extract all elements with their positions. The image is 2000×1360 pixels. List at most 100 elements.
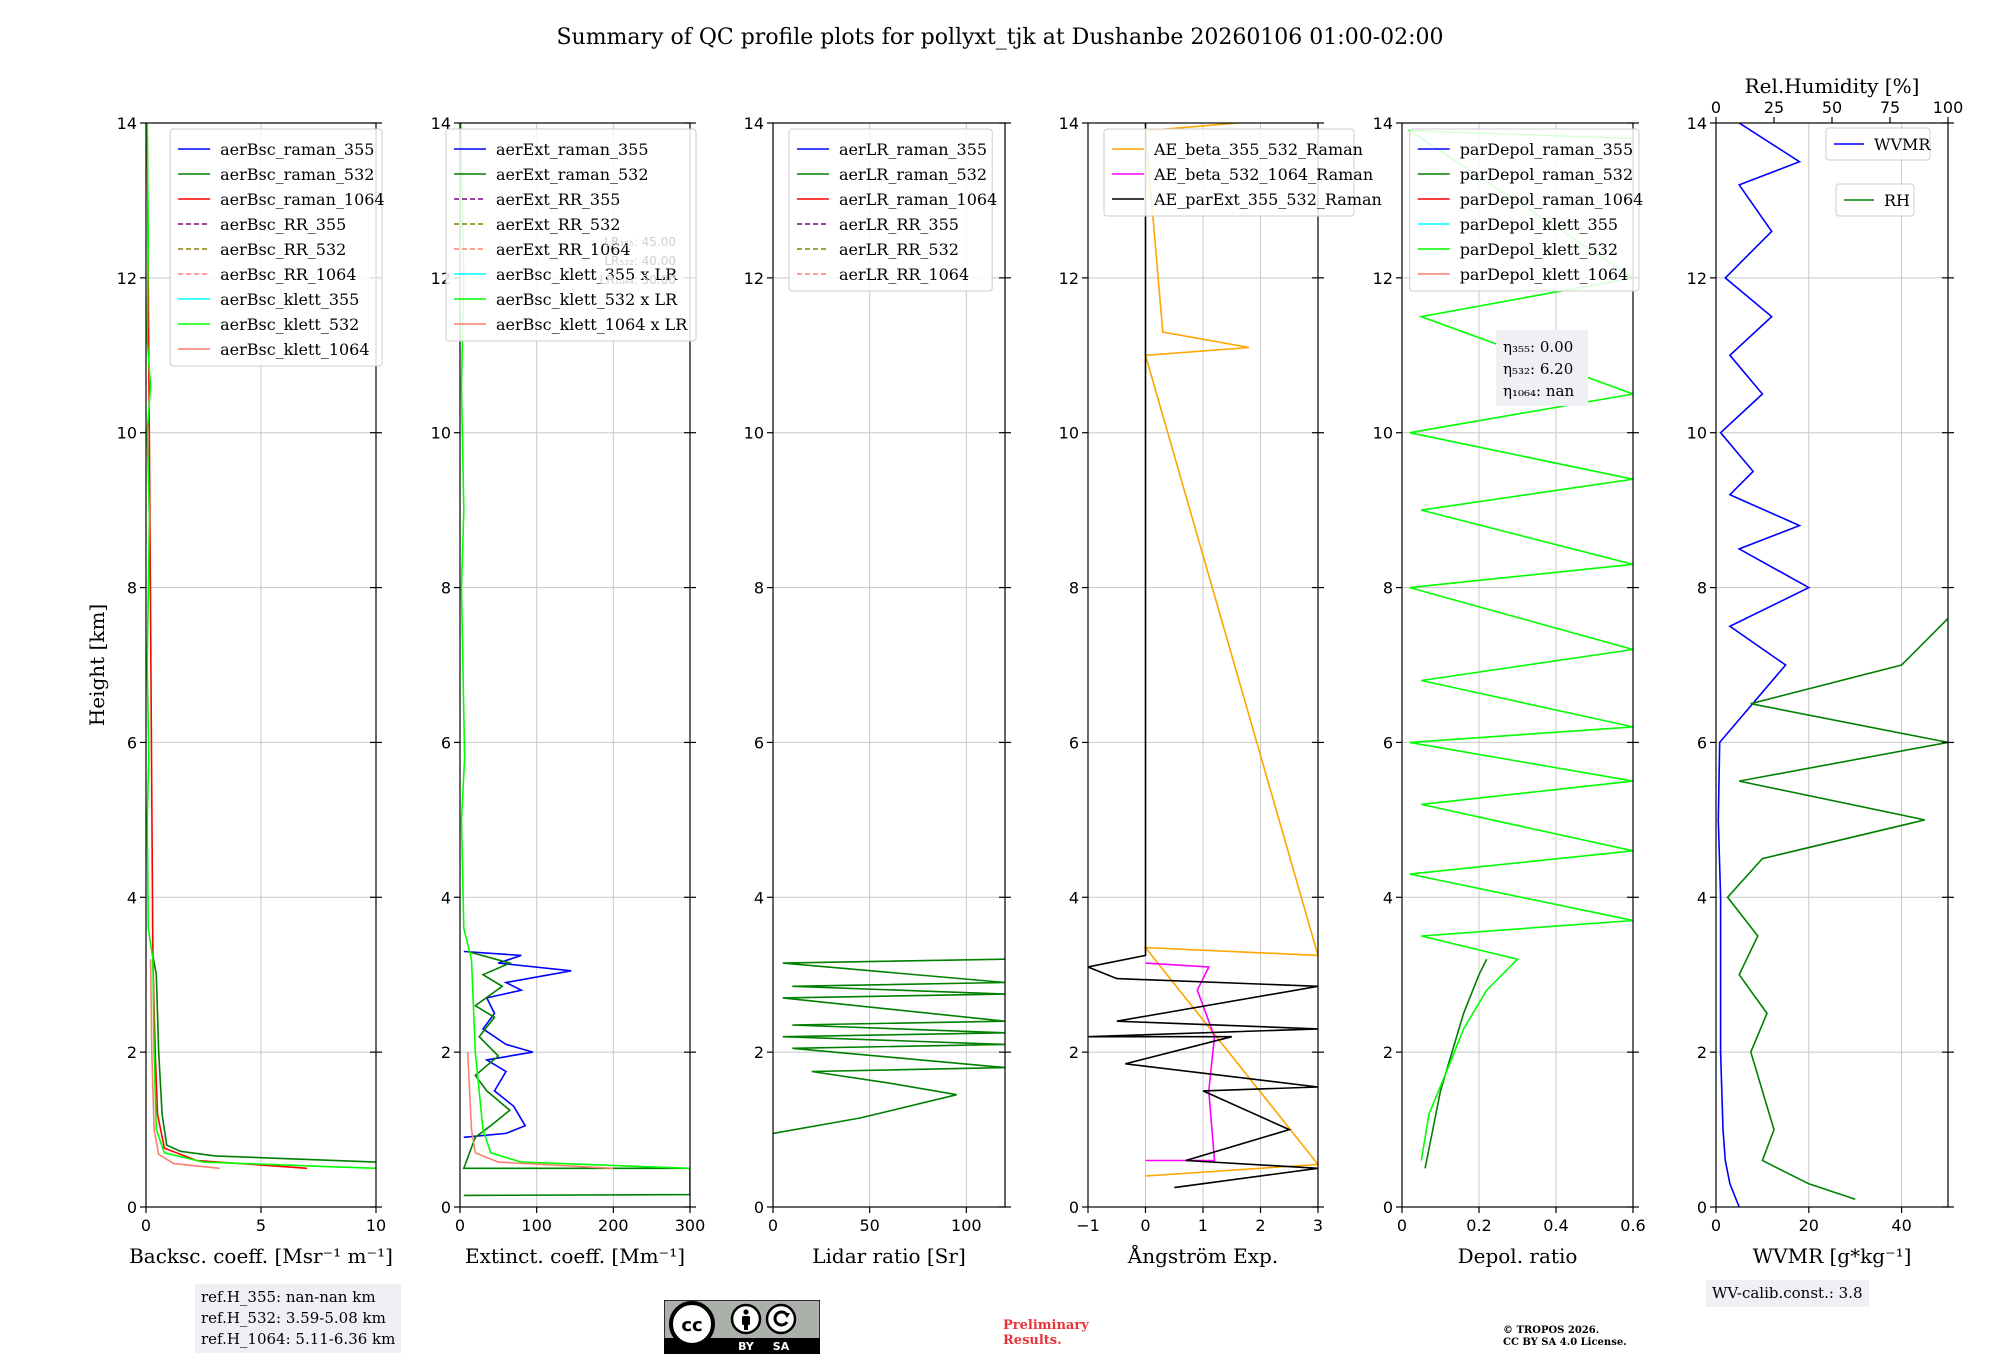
legend-label: aerLR_raman_532 xyxy=(839,165,987,184)
x-tick-label: 0 xyxy=(455,1216,465,1235)
top-x-tick-label: 0 xyxy=(1711,98,1721,117)
preliminary-line-1: Preliminary xyxy=(1003,1318,1089,1333)
y-tick-label: 14 xyxy=(117,114,137,133)
legend-box xyxy=(1103,128,1355,217)
lidar-ratio-annotation: LR₁₀₆₄: 50.00 xyxy=(600,273,676,287)
legend-label: aerBsc_klett_532 x LR xyxy=(496,290,678,309)
series-line-aerBsc_klett_532 xyxy=(146,123,376,1170)
legend-label: RH xyxy=(1884,191,1910,210)
y-tick-label: 4 xyxy=(754,888,764,907)
x-axis-label: Backsc. coeff. [Msr⁻¹ m⁻¹] xyxy=(129,1244,393,1268)
y-tick-label: 10 xyxy=(744,424,764,443)
by-person-icon xyxy=(730,1303,762,1335)
x-tick-label: 0 xyxy=(1397,1216,1407,1235)
cc-logo-icon: cc xyxy=(669,1301,715,1347)
y-tick-label: 6 xyxy=(754,733,764,752)
legend-label: aerBsc_klett_355 xyxy=(220,290,359,309)
x-axis-label: Extinct. coeff. [Mm⁻¹] xyxy=(465,1244,685,1268)
legend-label: aerLR_raman_355 xyxy=(839,140,987,159)
legend-label: aerBsc_klett_1064 x LR xyxy=(496,315,688,334)
y-tick-label: 4 xyxy=(127,888,137,907)
x-tick-label: 50 xyxy=(859,1216,879,1235)
legend-label: aerLR_raman_1064 xyxy=(839,190,997,209)
preliminary-notice: Preliminary Results. xyxy=(1003,1318,1089,1348)
legend-label: WVMR xyxy=(1874,135,1931,154)
series-line-aerBsc_raman_532 xyxy=(152,955,376,1163)
y-tick-label: 10 xyxy=(1687,424,1707,443)
y-tick-label: 8 xyxy=(1383,579,1393,598)
y-tick-label: 2 xyxy=(441,1043,451,1062)
top-x-tick-label: 75 xyxy=(1880,98,1900,117)
legend-label: parDepol_klett_532 xyxy=(1460,240,1618,259)
top-x-tick-label: 25 xyxy=(1764,98,1784,117)
plot-frame xyxy=(459,122,691,1208)
series-group xyxy=(1717,123,1948,1207)
y-tick-label: 0 xyxy=(127,1198,137,1217)
series-line-RH xyxy=(1726,617,1948,1201)
series-group xyxy=(146,123,376,1170)
cc-logo-text: cc xyxy=(681,1315,702,1336)
y-tick-label: 6 xyxy=(1069,733,1079,752)
y-tick-label: 8 xyxy=(1069,579,1079,598)
y-tick-label: 10 xyxy=(1059,424,1079,443)
legend-label: aerLR_RR_1064 xyxy=(839,265,969,284)
reference-height-box: ref.H_355: nan-nan km ref.H_532: 3.59-5.… xyxy=(195,1284,402,1353)
y-tick-label: 8 xyxy=(1697,579,1707,598)
y-tick-label: 10 xyxy=(431,424,451,443)
legend-label: aerBsc_RR_355 xyxy=(220,215,346,234)
figure-title: Summary of QC profile plots for pollyxt_… xyxy=(556,25,1443,50)
preliminary-line-2: Results. xyxy=(1003,1333,1062,1348)
series-line-aerLR_raman_532 xyxy=(773,958,1005,1135)
x-tick-label: 100 xyxy=(521,1216,552,1235)
x-axis-label: WVMR [g*kg⁻¹] xyxy=(1753,1244,1912,1268)
sa-share-icon xyxy=(765,1303,797,1335)
legend-label: AE_beta_355_532_Raman xyxy=(1153,140,1363,159)
lidar-ratio-annotation: LR₃₅₅: 45.00 xyxy=(604,235,676,249)
depol-calibration-annotation: η₅₃₂: 6.20 xyxy=(1503,360,1573,378)
y-tick-label: 14 xyxy=(1687,114,1707,133)
legend-label: aerBsc_RR_532 xyxy=(220,240,346,259)
x-tick-label: −1 xyxy=(1076,1216,1100,1235)
legend-label: parDepol_klett_355 xyxy=(1460,215,1618,234)
y-tick-label: 0 xyxy=(1069,1198,1079,1217)
x-axis-label: Lidar ratio [Sr] xyxy=(812,1244,966,1268)
x-tick-label: 0.4 xyxy=(1543,1216,1568,1235)
y-tick-label: 6 xyxy=(1383,733,1393,752)
y-tick-label: 4 xyxy=(1383,888,1393,907)
ref-h-532: ref.H_532: 3.59-5.08 km xyxy=(201,1309,386,1327)
copyright-line-1: © TROPOS 2026. xyxy=(1503,1325,1600,1336)
lidar-ratio-annotation: LR₅₃₂: 40.00 xyxy=(604,254,676,268)
series-group xyxy=(773,958,1005,1135)
legend-label: aerExt_raman_355 xyxy=(496,140,649,159)
top-x-tick-label: 50 xyxy=(1822,98,1842,117)
legend-label: aerBsc_RR_1064 xyxy=(220,265,356,284)
series-line-WVMR xyxy=(1717,123,1811,1207)
y-tick-label: 10 xyxy=(117,424,137,443)
legend-box xyxy=(1825,127,1931,161)
y-tick-label: 2 xyxy=(127,1043,137,1062)
x-tick-label: 100 xyxy=(951,1216,982,1235)
series-line-AE_beta_355_532_Raman xyxy=(1143,123,1318,1177)
y-tick-label: 12 xyxy=(1687,269,1707,288)
legend-label: aerBsc_raman_532 xyxy=(220,165,374,184)
copyright-notice: © TROPOS 2026. CC BY SA 4.0 License. xyxy=(1503,1325,1627,1349)
series-line-aerExt_raman_532 xyxy=(462,950,690,1197)
y-tick-label: 0 xyxy=(441,1198,451,1217)
y-tick-label: 8 xyxy=(127,579,137,598)
legend-label: aerBsc_klett_1064 xyxy=(220,340,369,359)
y-tick-label: 0 xyxy=(754,1198,764,1217)
y-tick-label: 12 xyxy=(1373,269,1393,288)
x-tick-label: 3 xyxy=(1313,1216,1323,1235)
legend-label: aerBsc_raman_1064 xyxy=(220,190,385,209)
x-tick-label: 0 xyxy=(141,1216,151,1235)
x-tick-label: 5 xyxy=(256,1216,266,1235)
legend-label: parDepol_raman_532 xyxy=(1460,165,1633,184)
depol-calibration-annotation: η₃₅₅: 0.00 xyxy=(1503,338,1573,356)
x-tick-label: 0 xyxy=(1711,1216,1721,1235)
series-line-parDepol_klett_532 xyxy=(1406,129,1633,1161)
y-tick-label: 6 xyxy=(127,733,137,752)
x-axis-label: Depol. ratio xyxy=(1458,1244,1578,1268)
